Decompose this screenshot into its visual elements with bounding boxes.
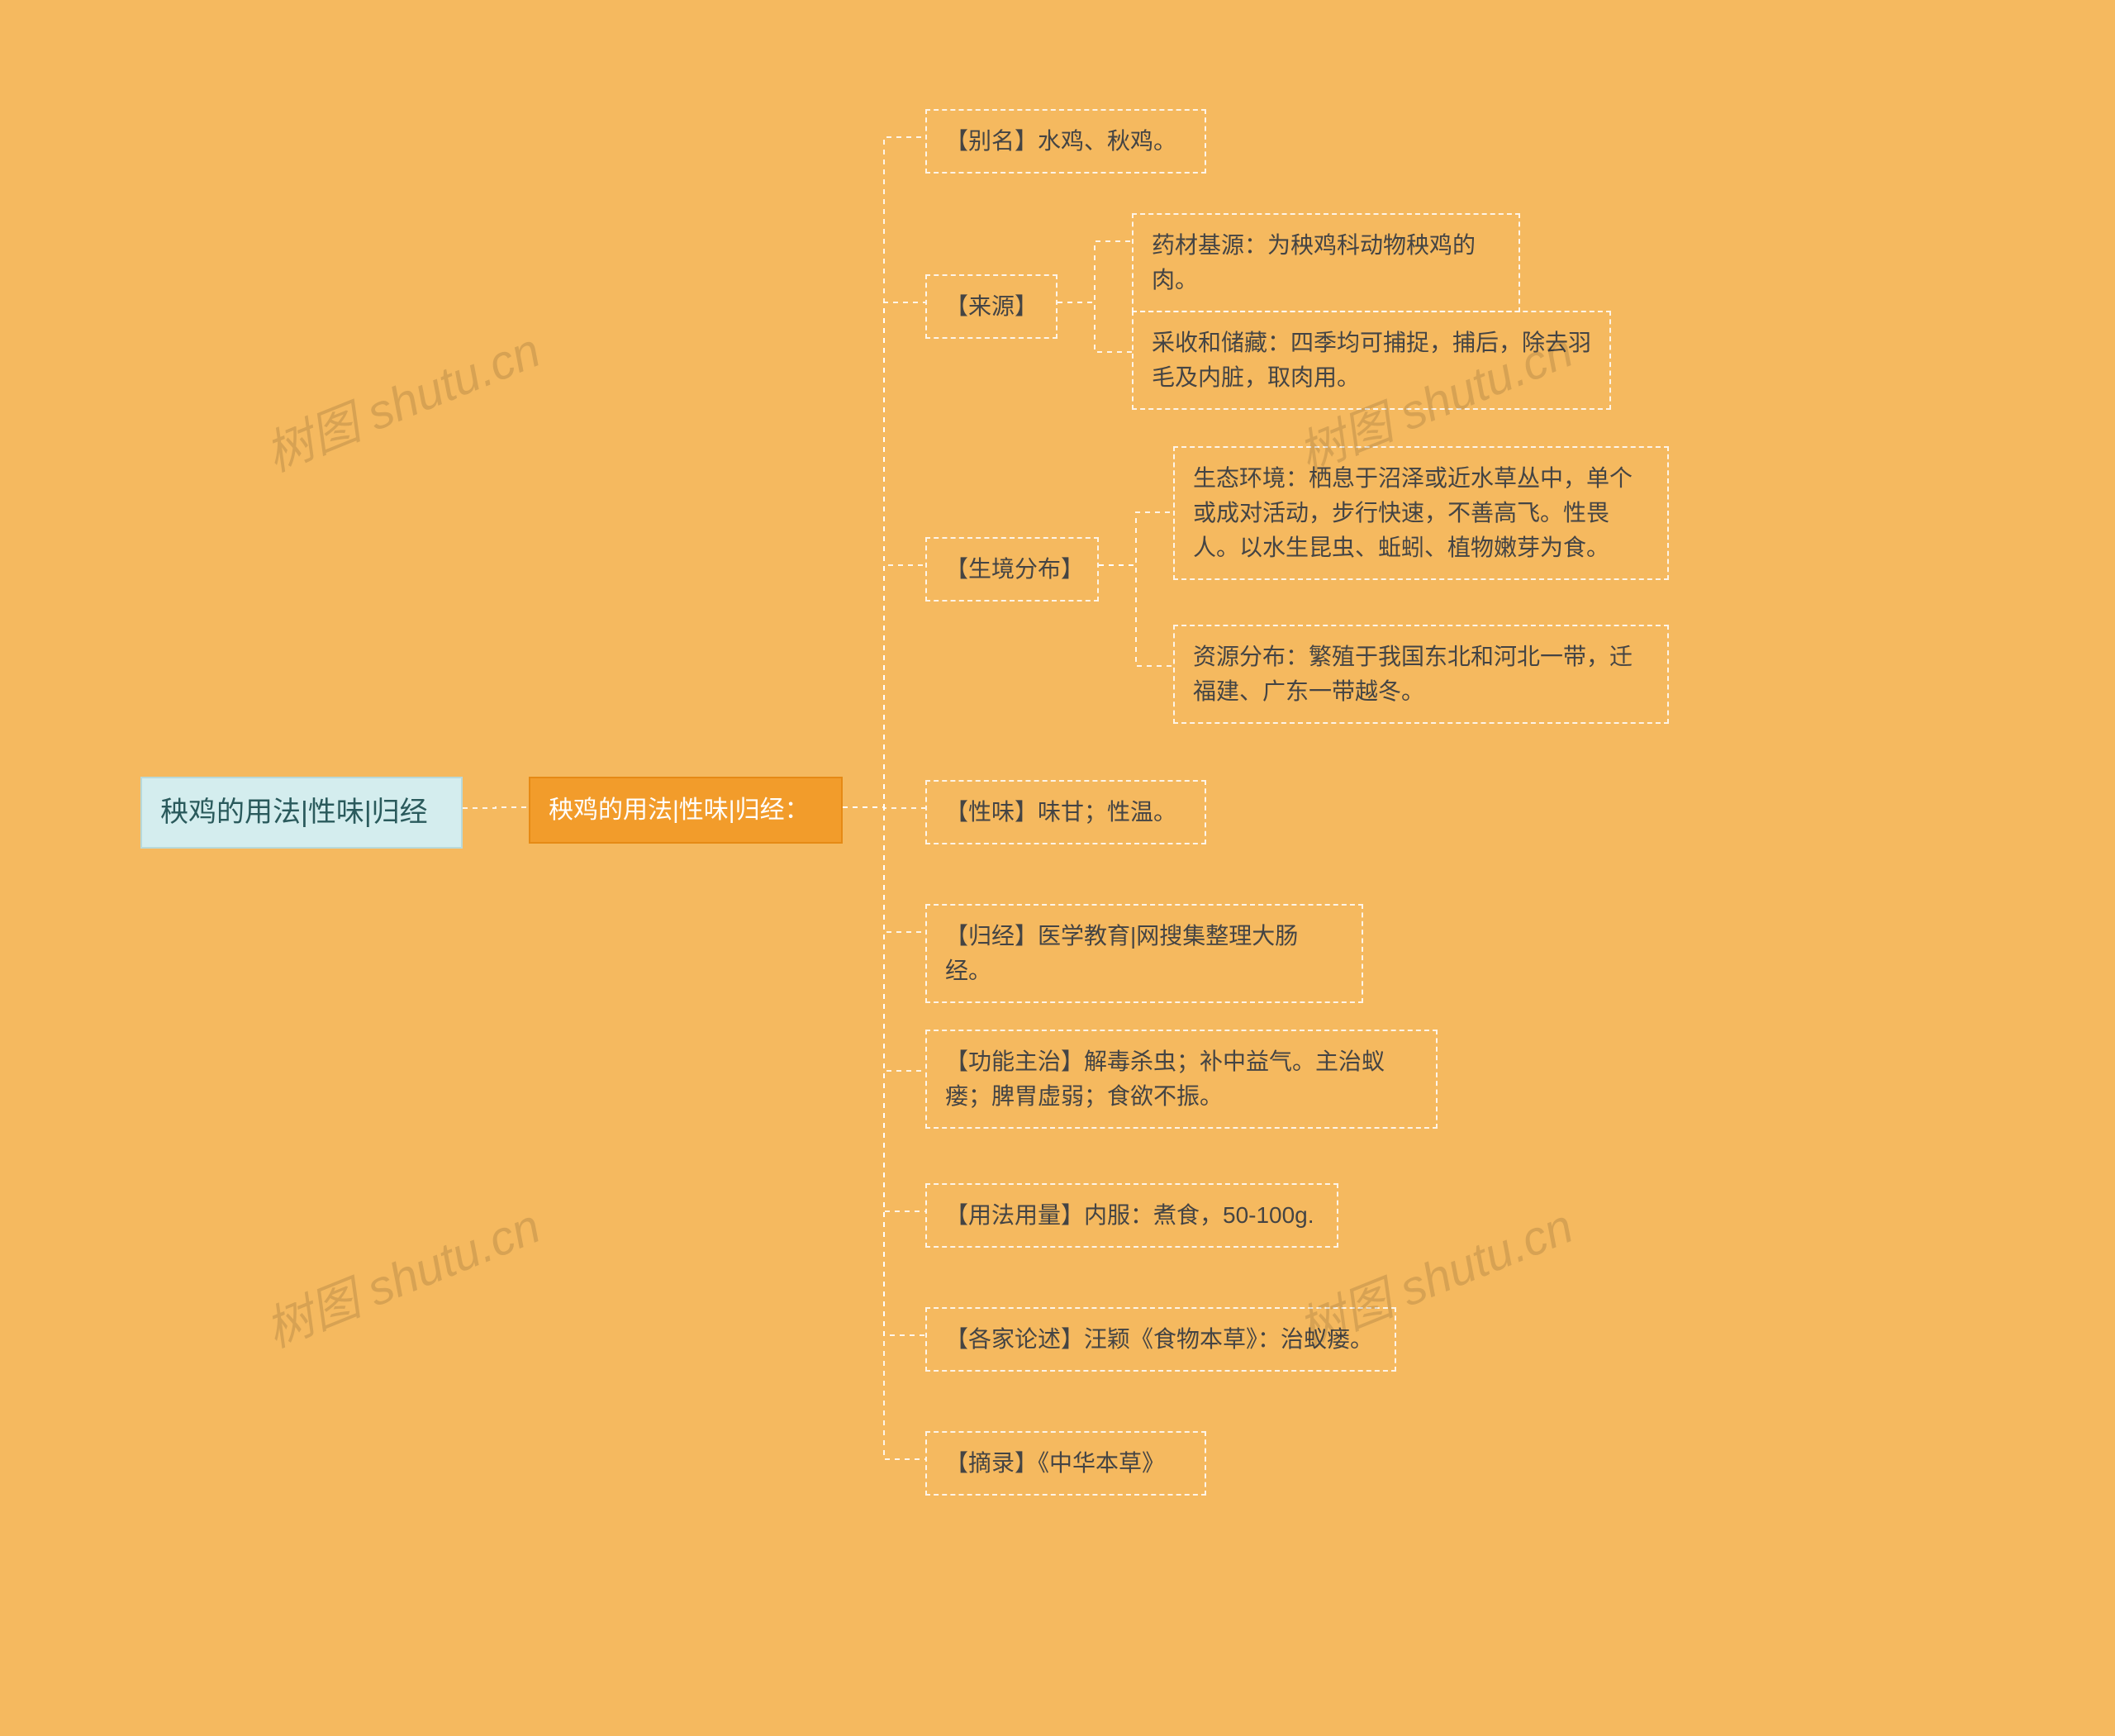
node-source-label: 【来源】: [945, 293, 1038, 319]
node-hab1[interactable]: 生态环境：栖息于沼泽或近水草丛中，单个或成对活动，步行快速，不善高飞。性畏人。以…: [1173, 446, 1669, 580]
node-function[interactable]: 【功能主治】解毒杀虫；补中益气。主治蚁瘘；脾胃虚弱；食欲不振。: [925, 1030, 1438, 1129]
node-dosage[interactable]: 【用法用量】内服：煮食，50-100g.: [925, 1183, 1338, 1248]
node-hab2[interactable]: 资源分布：繁殖于我国东北和河北一带，迁福建、广东一带越冬。: [1173, 625, 1669, 724]
node-dosage-label: 【用法用量】内服：煮食，50-100g.: [945, 1202, 1314, 1228]
node-habitat[interactable]: 【生境分布】: [925, 537, 1099, 602]
node-source[interactable]: 【来源】: [925, 274, 1058, 339]
watermark-1: 树图 shutu.cn: [254, 312, 549, 485]
node-src1[interactable]: 药材基源：为秧鸡科动物秧鸡的肉。: [1132, 213, 1520, 312]
node-src1-label: 药材基源：为秧鸡科动物秧鸡的肉。: [1152, 232, 1476, 293]
node-meridian-label: 【归经】医学教育|网搜集整理大肠经。: [945, 923, 1298, 983]
node-comment[interactable]: 【各家论述】汪颖《食物本草》：治蚁瘘。: [925, 1307, 1396, 1372]
node-extract-label: 【摘录】《中华本草》: [945, 1450, 1165, 1476]
node-taste-label: 【性味】味甘；性温。: [945, 799, 1176, 825]
node-alias-label: 【别名】水鸡、秋鸡。: [945, 128, 1176, 154]
level1-label: 秧鸡的用法|性味|归经：: [549, 797, 810, 824]
node-comment-label: 【各家论述】汪颖《食物本草》：治蚁瘘。: [945, 1326, 1373, 1352]
node-hab1-label: 生态环境：栖息于沼泽或近水草丛中，单个或成对活动，步行快速，不善高飞。性畏人。以…: [1193, 465, 1633, 560]
node-extract[interactable]: 【摘录】《中华本草》: [925, 1431, 1206, 1496]
root-label: 秧鸡的用法|性味|归经: [160, 797, 428, 828]
node-taste[interactable]: 【性味】味甘；性温。: [925, 780, 1206, 844]
node-src2-label: 采收和储藏：四季均可捕捉，捕后，除去羽毛及内脏，取肉用。: [1152, 330, 1591, 390]
node-meridian[interactable]: 【归经】医学教育|网搜集整理大肠经。: [925, 904, 1363, 1003]
node-habitat-label: 【生境分布】: [945, 556, 1084, 582]
level1-node[interactable]: 秧鸡的用法|性味|归经：: [529, 777, 843, 844]
node-function-label: 【功能主治】解毒杀虫；补中益气。主治蚁瘘；脾胃虚弱；食欲不振。: [945, 1049, 1385, 1109]
node-alias[interactable]: 【别名】水鸡、秋鸡。: [925, 109, 1206, 174]
watermark-3: 树图 shutu.cn: [254, 1187, 549, 1361]
node-src2[interactable]: 采收和储藏：四季均可捕捉，捕后，除去羽毛及内脏，取肉用。: [1132, 311, 1611, 410]
node-hab2-label: 资源分布：繁殖于我国东北和河北一带，迁福建、广东一带越冬。: [1193, 644, 1633, 704]
root-node[interactable]: 秧鸡的用法|性味|归经: [140, 777, 463, 849]
